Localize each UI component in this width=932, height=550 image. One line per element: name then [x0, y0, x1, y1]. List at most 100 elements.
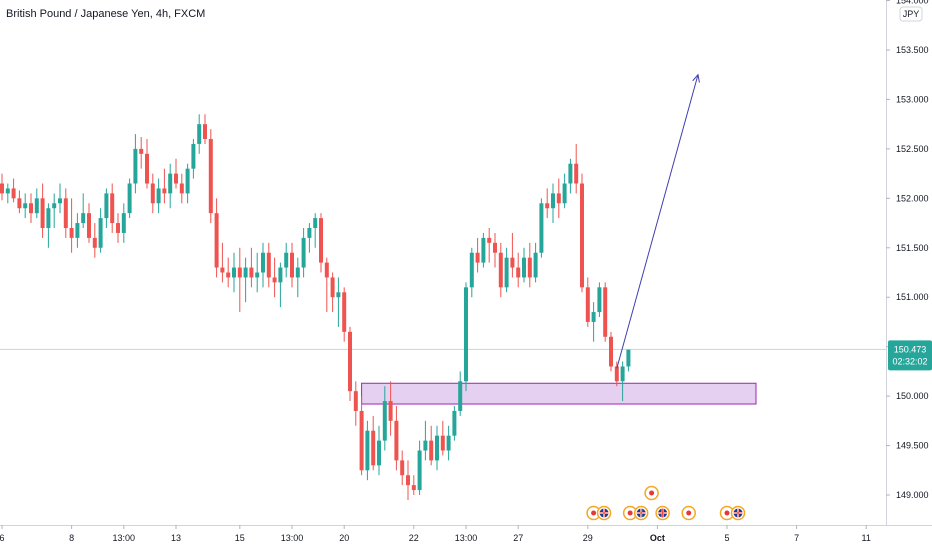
candle: [342, 287, 347, 342]
candle: [104, 188, 109, 228]
candle: [446, 425, 451, 461]
currency-label: JPY: [903, 9, 920, 19]
x-tick-label: 29: [583, 533, 593, 543]
candle-body: [214, 213, 219, 268]
candle-body: [116, 223, 120, 233]
y-tick-label: 152.000: [896, 193, 929, 203]
candle-body: [139, 148, 144, 154]
candle: [382, 386, 387, 451]
candle-body: [510, 257, 515, 268]
candle: [40, 183, 45, 238]
candle-body: [516, 267, 521, 278]
candle: [110, 183, 115, 233]
candle: [469, 247, 474, 298]
economic-event-icon[interactable]: [644, 485, 659, 501]
event-dot: [591, 510, 597, 516]
candle-body: [29, 203, 33, 214]
candle-body: [261, 252, 265, 273]
candle-body: [290, 252, 294, 278]
candle-body: [208, 139, 213, 214]
candle: [440, 420, 445, 456]
x-tick-label: 5: [724, 533, 729, 543]
candle-body: [498, 252, 503, 288]
candle-body: [220, 267, 225, 273]
candle: [527, 242, 532, 288]
candle-body: [150, 183, 155, 204]
candle-body: [127, 183, 132, 214]
candle: [510, 232, 515, 278]
candle-body: [92, 237, 97, 248]
candle-body: [203, 124, 207, 139]
candle: [336, 277, 341, 327]
candle: [69, 198, 74, 253]
candle: [29, 193, 33, 224]
support-zone-rectangle[interactable]: [361, 382, 757, 405]
candle-body: [614, 366, 619, 382]
candle-body: [156, 188, 161, 204]
candle-body: [539, 203, 544, 253]
trend-arrow-head-icon[interactable]: [692, 73, 700, 83]
candle-body: [58, 198, 62, 204]
candle: [58, 183, 62, 214]
candle: [359, 396, 364, 476]
currency-button[interactable]: [899, 6, 923, 22]
candle: [139, 137, 144, 169]
candle: [116, 213, 120, 243]
candle: [452, 406, 457, 441]
candle: [191, 139, 196, 179]
candle-body: [266, 252, 271, 278]
uk-event-icon[interactable]: [633, 505, 649, 521]
candle-body: [197, 124, 202, 144]
candle-body: [46, 208, 51, 228]
trend-arrow-line[interactable]: [616, 74, 699, 369]
candle-body: [17, 198, 22, 209]
candle-body: [110, 193, 115, 224]
candle: [11, 178, 16, 203]
candle: [179, 173, 184, 204]
y-tick-label: 150.000: [896, 391, 929, 401]
last-price-value: 150.473: [894, 344, 927, 354]
economic-event-icon[interactable]: [681, 505, 696, 521]
candle: [284, 242, 289, 278]
plot-area[interactable]: [0, 73, 886, 500]
candle-body: [87, 213, 91, 238]
uk-event-icon[interactable]: [655, 505, 670, 521]
candle-body: [237, 267, 242, 278]
candle-body: [330, 277, 335, 298]
candle: [197, 114, 202, 154]
candle-body: [365, 430, 370, 471]
candle: [34, 188, 39, 219]
candle: [5, 183, 10, 204]
y-tick-label: 153.500: [896, 45, 929, 55]
candle-body: [435, 435, 439, 461]
candle-body: [417, 450, 422, 491]
y-tick-label: 152.500: [896, 144, 929, 154]
uk-event-icon[interactable]: [596, 505, 612, 521]
candle-body: [307, 228, 312, 238]
chart-title: British Pound / Japanese Yen, 4h, FXCM: [6, 8, 206, 20]
candle-body: [226, 272, 231, 278]
candle: [533, 242, 538, 283]
candle: [585, 277, 590, 327]
candle-body: [278, 267, 283, 283]
x-tick-label: 27: [513, 533, 523, 543]
candle: [17, 190, 22, 214]
candle: [516, 252, 521, 288]
x-tick-label: 20: [339, 533, 349, 543]
candle: [185, 163, 190, 204]
candle-body: [168, 173, 173, 194]
candle: [290, 242, 294, 288]
candle-body: [75, 223, 80, 238]
candle: [417, 440, 422, 495]
candle-body: [232, 267, 236, 278]
candle: [464, 282, 468, 392]
candle: [545, 188, 550, 219]
candle-body: [52, 203, 57, 209]
uk-event-icon[interactable]: [730, 505, 746, 521]
candle: [377, 425, 381, 476]
candle: [232, 252, 236, 293]
candle: [406, 460, 410, 500]
economic-event-icon[interactable]: [622, 505, 638, 521]
